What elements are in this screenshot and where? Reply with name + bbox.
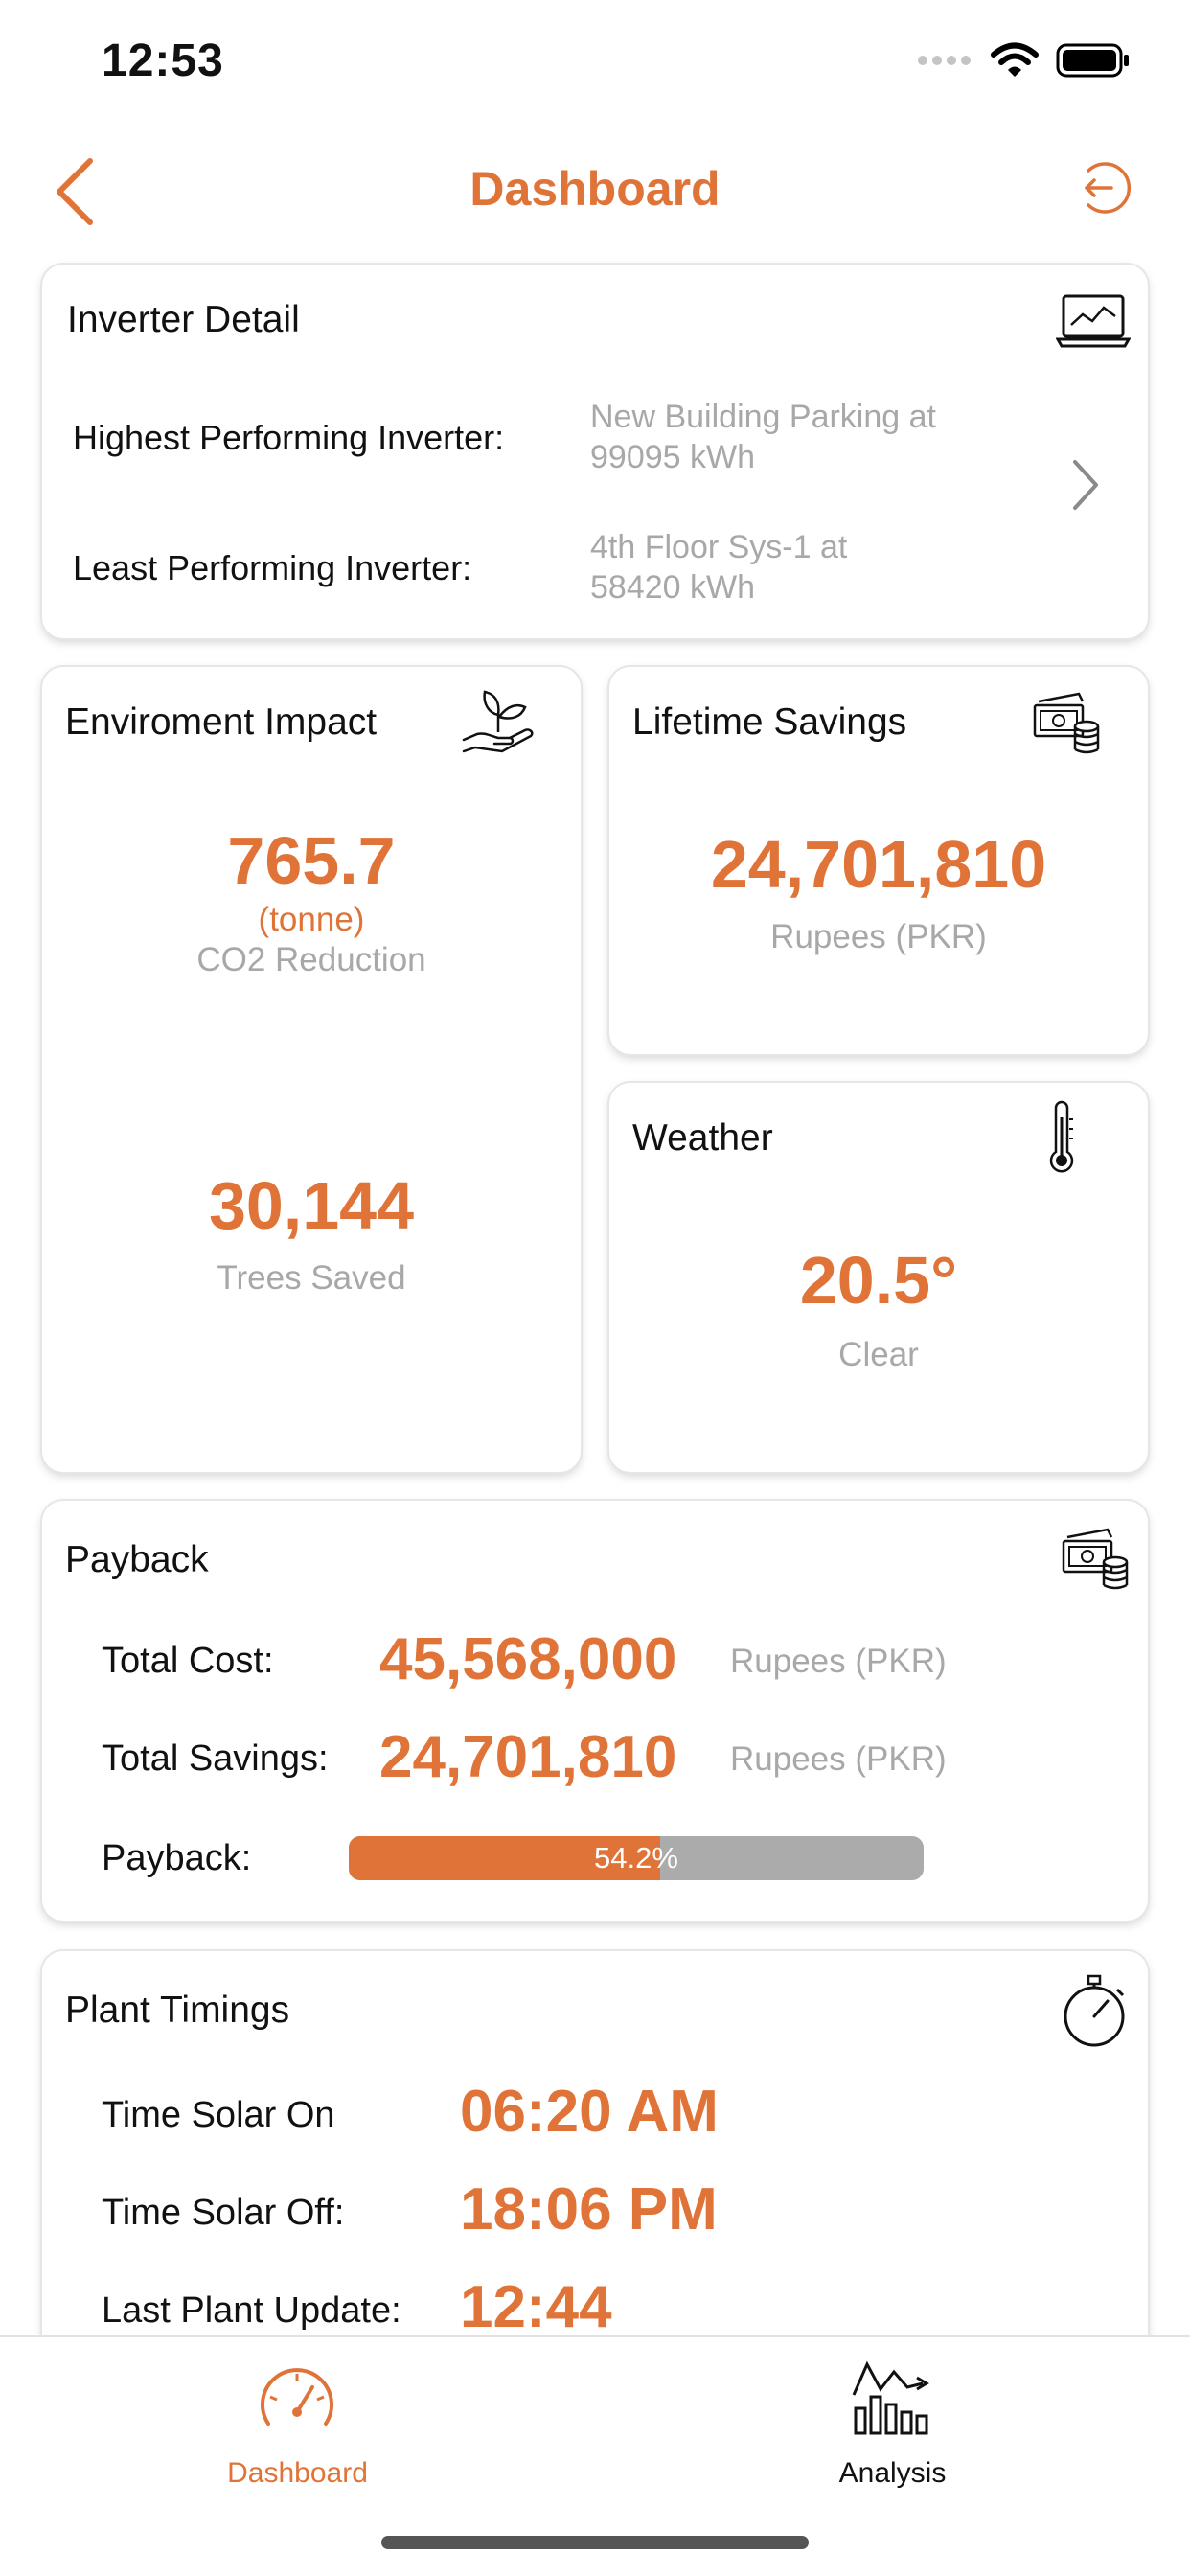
solar-on-value: 06:20 AM xyxy=(460,2079,719,2145)
total-cost-label: Total Cost: xyxy=(102,1641,274,1681)
co2-label: CO2 Reduction xyxy=(196,941,426,978)
lifetime-savings-unit: Rupees (PKR) xyxy=(770,918,987,955)
payback-label: Payback: xyxy=(102,1838,252,1878)
weather-temperature: 20.5° xyxy=(799,1243,958,1318)
back-button[interactable] xyxy=(50,153,107,230)
payback-progress-fill xyxy=(349,1836,661,1880)
home-indicator xyxy=(381,2536,809,2549)
tab-dashboard-label: Dashboard xyxy=(227,2457,368,2489)
solar-on-label: Time Solar On xyxy=(102,2095,335,2135)
tab-analysis[interactable]: Analysis xyxy=(595,2337,1190,2548)
speedometer-icon xyxy=(261,2368,333,2426)
chevron-left-icon xyxy=(57,158,93,225)
logout-button[interactable] xyxy=(1073,159,1132,217)
environment-impact-title: Enviroment Impact xyxy=(65,702,378,743)
highest-inverter-label: Highest Performing Inverter: xyxy=(73,418,505,457)
weather-condition: Clear xyxy=(838,1336,919,1373)
page-title: Dashboard xyxy=(469,162,721,216)
payback-percent: 54.2% xyxy=(594,1841,678,1874)
highest-inverter-value-line1: New Building Parking at xyxy=(590,399,936,435)
battery-icon xyxy=(1056,43,1129,78)
lifetime-savings-title: Lifetime Savings xyxy=(632,702,907,743)
tab-analysis-label: Analysis xyxy=(838,2457,947,2489)
analysis-chart-icon xyxy=(852,2360,929,2435)
payback-title: Payback xyxy=(65,1539,209,1580)
highest-inverter-value: New Building Parking at 99095 kWh xyxy=(590,397,936,477)
least-inverter-value-line1: 4th Floor Sys-1 at xyxy=(590,529,848,565)
payback-card: Payback Total Cost: 45,568,000 Rupees (P… xyxy=(42,1501,1148,1920)
highest-inverter-value-line2: 99095 kWh xyxy=(590,439,755,475)
money-coins-icon xyxy=(1033,692,1100,754)
money-coins-icon xyxy=(1062,1528,1129,1590)
least-inverter-value-line2: 58420 kWh xyxy=(590,569,755,606)
weather-card: Weather 20.5° Clear xyxy=(609,1083,1148,1472)
co2-value: 765.7 xyxy=(227,823,396,898)
lifetime-savings-value: 24,701,810 xyxy=(710,827,1047,902)
inverter-detail-card[interactable]: Inverter Detail Highest Performing Inver… xyxy=(42,264,1148,638)
payback-progress-bar: 54.2% xyxy=(349,1836,924,1880)
weather-title: Weather xyxy=(632,1117,773,1159)
trees-saved-value: 30,144 xyxy=(208,1168,415,1243)
plant-timings-card: Plant Timings Time Solar On 06:20 AM Tim… xyxy=(42,1951,1148,2392)
total-savings-value: 24,701,810 xyxy=(379,1724,677,1790)
inverter-detail-title: Inverter Detail xyxy=(67,299,300,340)
status-icons xyxy=(918,42,1131,79)
chevron-right-icon[interactable] xyxy=(1067,456,1102,514)
laptop-chart-icon xyxy=(1056,294,1131,348)
thermometer-icon xyxy=(1049,1100,1074,1173)
co2-unit: (tonne) xyxy=(258,901,365,938)
lifetime-savings-card: Lifetime Savings 24,701,810 Rupees (PKR) xyxy=(609,667,1148,1054)
signal-dots-icon xyxy=(918,56,971,65)
tab-dashboard[interactable]: Dashboard xyxy=(0,2337,595,2548)
navigation-bar: Dashboard xyxy=(0,130,1190,251)
total-cost-unit: Rupees (PKR) xyxy=(730,1643,947,1680)
status-bar: 12:53 xyxy=(0,0,1190,130)
least-inverter-value: 4th Floor Sys-1 at 58420 kWh xyxy=(590,527,847,608)
logout-icon xyxy=(1085,162,1132,214)
total-cost-value: 45,568,000 xyxy=(379,1626,677,1692)
trees-saved-label: Trees Saved xyxy=(217,1259,406,1297)
solar-off-label: Time Solar Off: xyxy=(102,2193,345,2233)
total-savings-unit: Rupees (PKR) xyxy=(730,1740,947,1778)
last-update-value: 12:44 xyxy=(460,2274,612,2340)
least-inverter-label: Least Performing Inverter: xyxy=(73,548,472,587)
plant-hand-icon xyxy=(462,690,534,753)
stopwatch-icon xyxy=(1064,1974,1125,2047)
last-update-label: Last Plant Update: xyxy=(102,2290,401,2331)
total-savings-label: Total Savings: xyxy=(102,1738,329,1779)
status-time: 12:53 xyxy=(102,35,224,86)
plant-timings-title: Plant Timings xyxy=(65,1990,290,2031)
solar-off-value: 18:06 PM xyxy=(460,2176,718,2242)
wifi-icon xyxy=(991,42,1039,77)
environment-impact-card: Enviroment Impact 765.7 (tonne) CO2 Redu… xyxy=(42,667,581,1472)
